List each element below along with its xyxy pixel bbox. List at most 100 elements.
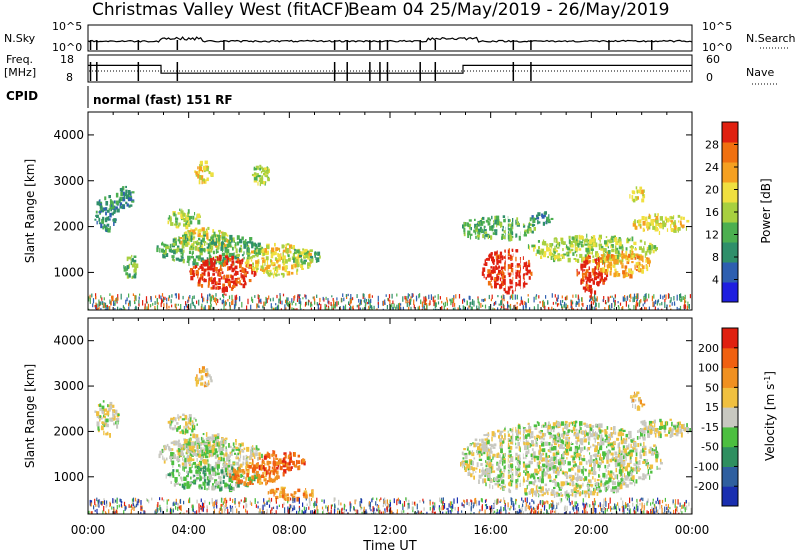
- power-echo-cell: [201, 276, 204, 281]
- velocity-echo-cell: [604, 433, 607, 437]
- power-echo-cell: [642, 260, 644, 263]
- power-echo-cell: [257, 181, 259, 186]
- velocity-echo-cell: [245, 477, 248, 481]
- power-echo-cell: [638, 219, 642, 224]
- velocity-echo-cell: [101, 405, 105, 410]
- power-echo-cell: [214, 267, 218, 271]
- velocity-echo-cell: [558, 446, 563, 449]
- velocity-echo-cell: [565, 448, 569, 453]
- power-echo-cell: [485, 219, 489, 223]
- power-echo-cell: [162, 253, 164, 258]
- velocity-echo-cell: [208, 382, 210, 386]
- power-echo-cell: [192, 215, 195, 220]
- velocity-echo-cell: [555, 459, 558, 464]
- power-echo-cell: [260, 171, 263, 174]
- power-echo-cell: [516, 222, 520, 226]
- power-ground-cell: [389, 300, 391, 305]
- nsky-tick-bottom: 10^0: [52, 41, 82, 54]
- power-echo-cell: [510, 254, 512, 259]
- power-echo-cell: [549, 243, 553, 248]
- velocity-echo-cell: [225, 449, 228, 452]
- velocity-echo-cell: [490, 465, 494, 470]
- power-ground-cell: [325, 296, 327, 300]
- velocity-echo-cell: [284, 463, 288, 468]
- velocity-echo-cell: [252, 483, 254, 485]
- power-echo-cell: [194, 212, 196, 216]
- power-echo-cell: [167, 220, 170, 225]
- power-ground-cell: [577, 294, 579, 300]
- nsearch-tick-bottom: 10^0: [702, 41, 732, 54]
- power-echo-cell: [538, 246, 540, 250]
- velocity-echo-cell: [250, 446, 253, 451]
- power-echo-cell: [570, 244, 574, 248]
- velocity-echo-cell: [241, 479, 243, 483]
- power-ground-cell: [453, 295, 455, 300]
- power-echo-cell: [612, 264, 616, 268]
- power-ground-cell: [497, 307, 499, 310]
- velocity-echo-cell: [597, 454, 599, 457]
- power-ground-cell: [512, 294, 514, 300]
- power-echo-cell: [487, 235, 489, 240]
- power-echo-cell: [271, 247, 275, 253]
- power-ground-cell: [503, 295, 505, 299]
- velocity-echo-cell: [184, 428, 187, 434]
- velocity-echo-cell: [170, 481, 172, 484]
- velocity-echo-cell: [259, 480, 262, 483]
- velocity-echo-cell: [487, 473, 491, 478]
- velocity-echo-cell: [279, 494, 281, 499]
- power-ground-cell: [592, 301, 594, 305]
- velocity-echo-cell: [557, 444, 560, 448]
- velocity-echo-cell: [258, 456, 261, 460]
- power-ground-cell: [463, 298, 465, 301]
- power-echo-cell: [641, 198, 645, 203]
- velocity-echo-cell: [221, 437, 224, 441]
- power-ground-cell: [350, 306, 352, 310]
- power-echo-cell: [554, 245, 556, 250]
- power-echo-cell: [177, 239, 180, 242]
- velocity-echo-cell: [608, 477, 612, 483]
- power-ground-cell: [369, 304, 371, 309]
- power-echo-cell: [245, 239, 247, 242]
- velocity-echo-cell: [272, 469, 275, 475]
- velocity-echo-cell: [577, 473, 579, 478]
- power-ground-cell: [160, 302, 162, 308]
- power-ground-cell: [260, 301, 262, 304]
- velocity-echo-cell: [183, 476, 187, 481]
- power-ground-cell: [387, 297, 389, 301]
- power-echo-cell: [191, 252, 193, 256]
- power-ground-cell: [332, 298, 334, 302]
- velocity-echo-cell: [612, 477, 615, 480]
- power-ground-cell: [222, 299, 225, 304]
- velocity-echo-cell: [608, 463, 611, 467]
- velocity-echo-cell: [556, 471, 560, 476]
- velocity-echo-cell: [103, 414, 105, 417]
- velocity-echo-cell: [216, 472, 220, 476]
- power-echo-cell: [609, 270, 612, 276]
- power-echo-cell: [165, 244, 169, 247]
- velocity-echo-cell: [259, 466, 263, 469]
- power-echo-cell: [563, 255, 565, 259]
- velocity-echo-cell: [460, 461, 462, 467]
- power-echo-cell: [192, 266, 195, 269]
- power-echo-cell: [638, 223, 641, 227]
- power-echo-cell: [307, 255, 310, 260]
- power-echo-cell: [463, 224, 465, 228]
- power-echo-cell: [591, 250, 593, 255]
- velocity-echo-cell: [255, 471, 258, 477]
- power-echo-cell: [242, 258, 244, 263]
- power-ground-cell: [168, 295, 171, 299]
- power-ground-cell: [406, 302, 408, 308]
- power-echo-cell: [635, 253, 639, 257]
- power-ground-cell: [476, 305, 478, 310]
- velocity-echo-cell: [522, 461, 525, 464]
- power-echo-cell: [592, 255, 595, 258]
- power-ground-cell: [604, 307, 606, 310]
- velocity-echo-cell: [200, 486, 203, 490]
- power-ground-cell: [106, 304, 108, 310]
- power-ground-cell: [594, 306, 596, 310]
- velocity-echo-cell: [199, 370, 202, 374]
- power-echo-cell: [607, 268, 609, 272]
- velocity-echo-cell: [247, 482, 250, 487]
- velocity-echo-cell: [180, 444, 183, 448]
- velocity-echo-cell: [580, 427, 582, 430]
